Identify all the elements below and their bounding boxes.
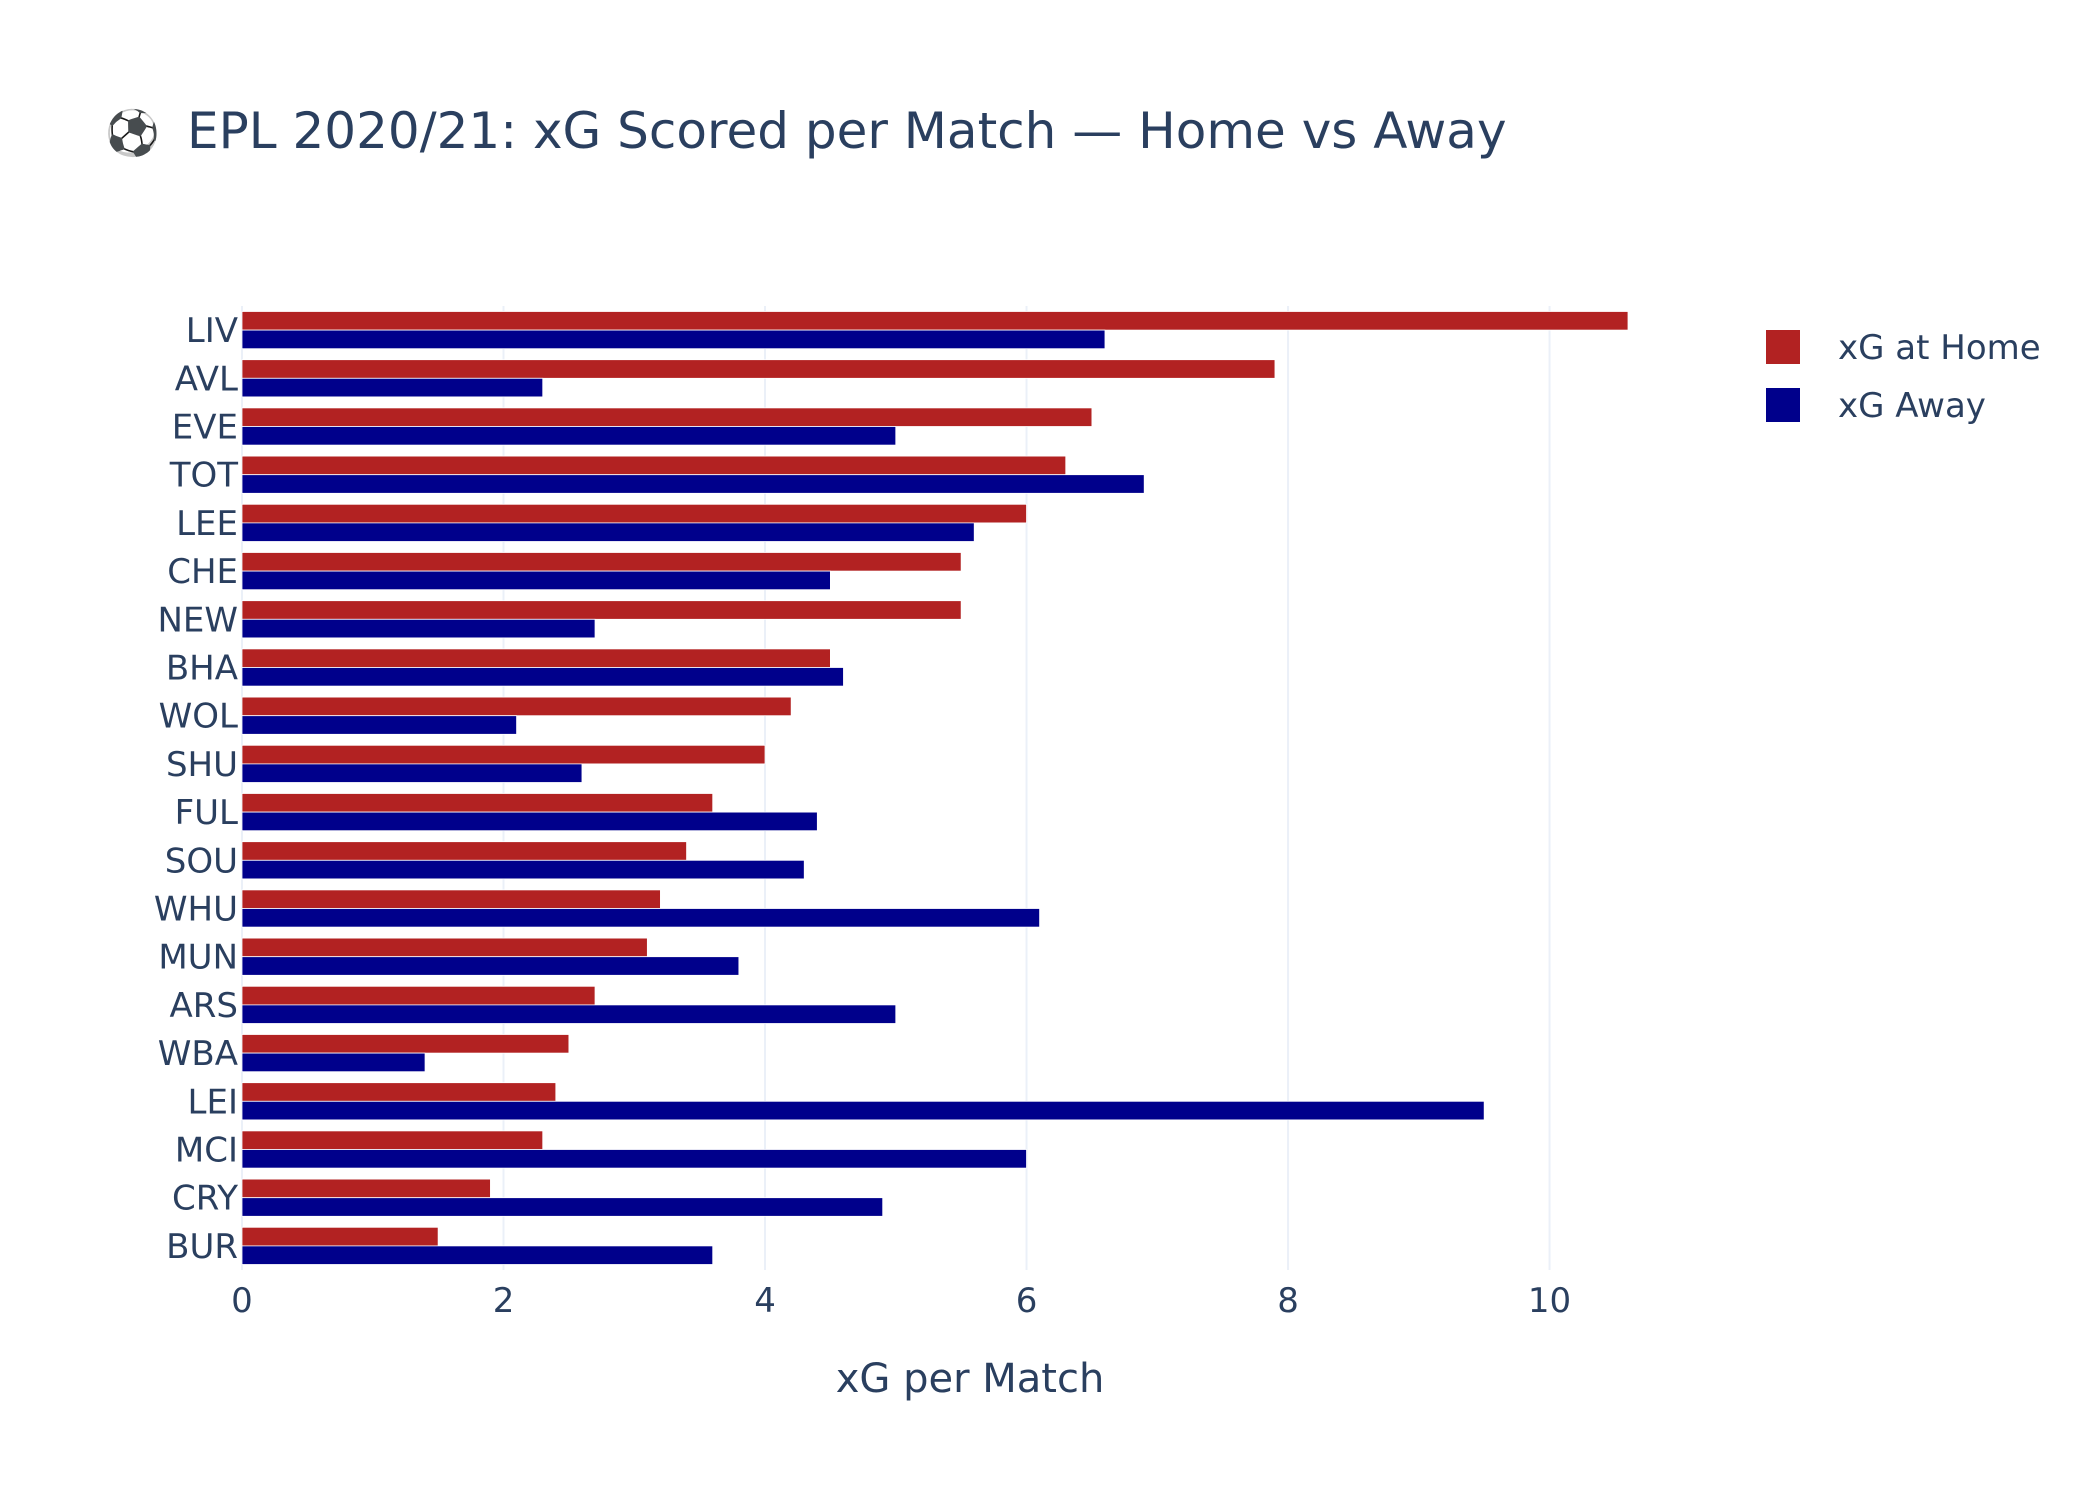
bar-away-mci: [241, 1149, 1027, 1169]
legend-swatch: [1766, 388, 1800, 422]
gridlines: [241, 306, 1551, 1270]
x-tick-label: 6: [1016, 1281, 1038, 1321]
y-tick-label: BUR: [166, 1227, 238, 1267]
y-tick-label: WOL: [159, 697, 238, 737]
bar-away-lee: [241, 522, 975, 542]
bar-home-sou: [241, 841, 687, 861]
bar-away-shu: [241, 763, 583, 783]
bars: [241, 311, 1629, 1265]
bar-away-new: [241, 618, 596, 639]
y-tick-label: WBA: [158, 1034, 238, 1074]
bar-home-new: [241, 600, 962, 620]
bar-home-wba: [241, 1034, 570, 1054]
y-tick-label: SOU: [165, 841, 238, 881]
bar-home-shu: [241, 744, 766, 765]
y-tick-label: SHU: [166, 745, 238, 785]
bar-home-avl: [241, 359, 1276, 379]
y-tick-label: CHE: [167, 552, 238, 592]
y-tick-label: MCI: [175, 1131, 238, 1171]
bar-home-bha: [241, 648, 831, 668]
legend: xG at Home xG Away: [1766, 328, 2041, 426]
bar-away-cry: [241, 1197, 884, 1217]
bar-home-mun: [241, 937, 648, 958]
y-tick-label: LEI: [188, 1082, 238, 1122]
y-tick-label: NEW: [157, 600, 238, 640]
bar-home-ful: [241, 793, 714, 813]
bar-away-bha: [241, 667, 844, 687]
x-axis: 0 2 4 6 8 10: [231, 1281, 1571, 1321]
y-tick-label: CRY: [172, 1179, 238, 1219]
y-tick-label: ARS: [170, 986, 238, 1026]
y-tick-label: BHA: [166, 649, 238, 689]
bar-home-eve: [241, 407, 1093, 427]
y-tick-label: LIV: [186, 311, 238, 351]
bar-away-wba: [241, 1052, 426, 1073]
y-tick-label: TOT: [169, 456, 239, 496]
bar-home-cry: [241, 1178, 491, 1199]
bar-away-mun: [241, 956, 740, 976]
bar-home-ars: [241, 985, 596, 1006]
chart-title-text: EPL 2020/21: xG Scored per Match — Home …: [187, 102, 1507, 160]
y-tick-label: AVL: [175, 359, 238, 399]
bar-away-whu: [241, 908, 1041, 928]
bar-away-wol: [241, 715, 517, 735]
bar-away-ars: [241, 1004, 897, 1024]
y-tick-label: MUN: [158, 938, 238, 978]
legend-swatch: [1766, 330, 1800, 364]
bar-home-mci: [241, 1130, 544, 1150]
x-tick-label: 4: [754, 1281, 776, 1321]
bar-away-tot: [241, 474, 1145, 494]
x-tick-label: 8: [1277, 1281, 1299, 1321]
legend-label: xG Away: [1838, 386, 1986, 426]
y-tick-label: WHU: [154, 890, 238, 930]
bar-away-liv: [241, 329, 1106, 350]
x-tick-label: 2: [493, 1281, 515, 1321]
title-icon: ⚽: [103, 108, 160, 159]
bar-away-sou: [241, 859, 805, 880]
bar-away-avl: [241, 377, 544, 398]
bar-away-lei: [241, 1100, 1485, 1121]
x-axis-title: xG per Match: [836, 1356, 1105, 1402]
y-tick-label: LEE: [176, 504, 238, 544]
bar-home-whu: [241, 889, 661, 909]
bar-away-bur: [241, 1245, 714, 1265]
bar-home-lei: [241, 1082, 557, 1102]
bar-home-tot: [241, 455, 1067, 476]
bar-home-lee: [241, 503, 1027, 524]
y-tick-label: FUL: [175, 793, 238, 833]
x-tick-label: 0: [231, 1281, 253, 1321]
bar-home-liv: [241, 311, 1629, 331]
bar-away-che: [241, 570, 831, 591]
bar-home-wol: [241, 696, 792, 717]
y-axis: LIV AVL EVE TOT LEE CHE NEW BHA WOL SHU FUL SOU WHU M…: [154, 311, 238, 1267]
x-tick-label: 10: [1528, 1281, 1571, 1321]
chart-title: ⚽ EPL 2020/21: xG Scored per Match — Hom…: [103, 102, 1507, 160]
y-tick-label: EVE: [172, 408, 238, 448]
bar-home-che: [241, 552, 962, 572]
bar-home-bur: [241, 1226, 439, 1247]
bar-away-ful: [241, 811, 818, 832]
bar-away-eve: [241, 426, 897, 446]
legend-label: xG at Home: [1838, 328, 2041, 368]
